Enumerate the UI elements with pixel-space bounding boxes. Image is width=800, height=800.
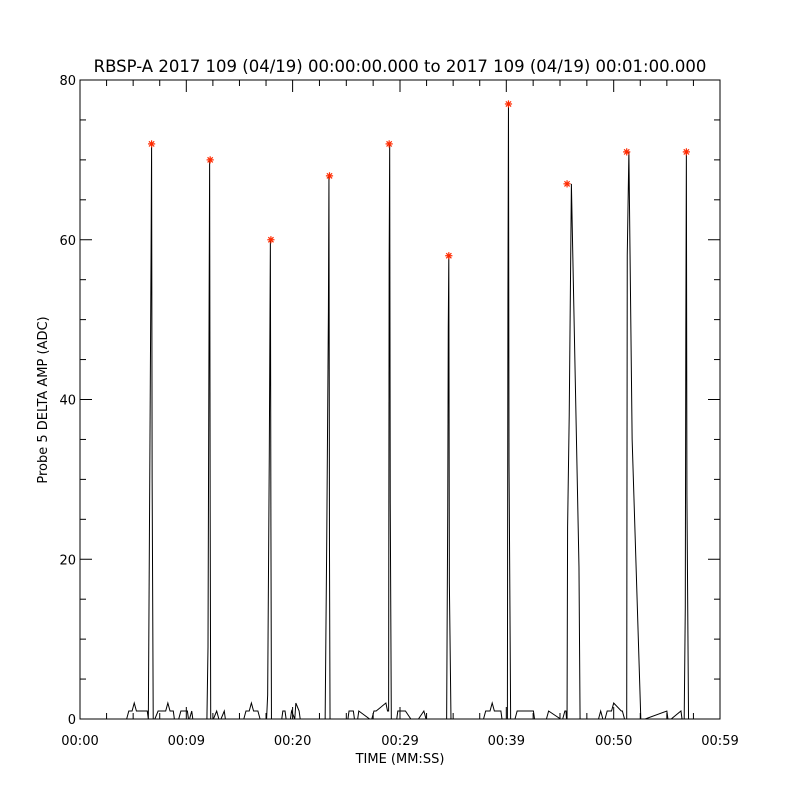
- peak-marker-stroke: [623, 148, 630, 155]
- peak-marker-stroke: [148, 140, 155, 147]
- x-axis-label: TIME (MM:SS): [355, 752, 445, 767]
- peak-marker-stroke: [326, 172, 333, 179]
- y-tick-label: 40: [59, 394, 76, 409]
- peak-marker: [445, 252, 453, 260]
- axes: 0 20 40 60 80 00:00 00:09 00:20 00:29 00:39 00:50 0…: [59, 74, 738, 749]
- y-tick-label: 80: [59, 74, 76, 89]
- peak-marker: [504, 100, 513, 108]
- peak-marker: [563, 180, 571, 188]
- peak-marker-stroke: [207, 156, 214, 163]
- peak-marker-stroke: [505, 100, 512, 107]
- x-tick-label: 00:09: [168, 734, 205, 749]
- series-line: [80, 103, 720, 720]
- x-tick-label: 00:00: [61, 734, 98, 749]
- y-axis-label: Probe 5 DELTA AMP (ADC): [36, 316, 51, 483]
- peak-marker: [385, 140, 393, 148]
- plot-frame: [79, 79, 721, 720]
- peak-marker-stroke: [386, 140, 393, 147]
- y-tick-label: 0: [68, 713, 76, 728]
- peak-marker-stroke: [267, 236, 274, 243]
- peak-marker: [682, 148, 690, 156]
- peak-marker-stroke: [445, 252, 452, 259]
- peak-marker: [325, 172, 334, 180]
- x-tick-label: 00:59: [701, 734, 738, 749]
- y-tick-label: 60: [59, 234, 76, 249]
- x-tick-label: 00:39: [488, 734, 525, 749]
- x-tick-label: 00:29: [381, 734, 418, 749]
- chart-title: RBSP-A 2017 109 (04/19) 00:00:00.000 to …: [94, 57, 707, 76]
- peak-marker: [623, 148, 631, 156]
- data-series: [80, 103, 720, 720]
- y-tick-label: 20: [59, 553, 76, 568]
- peak-marker: [147, 140, 156, 148]
- peak-marker: [267, 236, 275, 244]
- peak-marker-stroke: [564, 180, 571, 187]
- x-tick-label: 00:20: [274, 734, 311, 749]
- x-tick-label: 00:50: [595, 734, 632, 749]
- peak-marker-stroke: [683, 148, 690, 155]
- peak-markers: [147, 100, 690, 260]
- peak-marker: [206, 156, 214, 164]
